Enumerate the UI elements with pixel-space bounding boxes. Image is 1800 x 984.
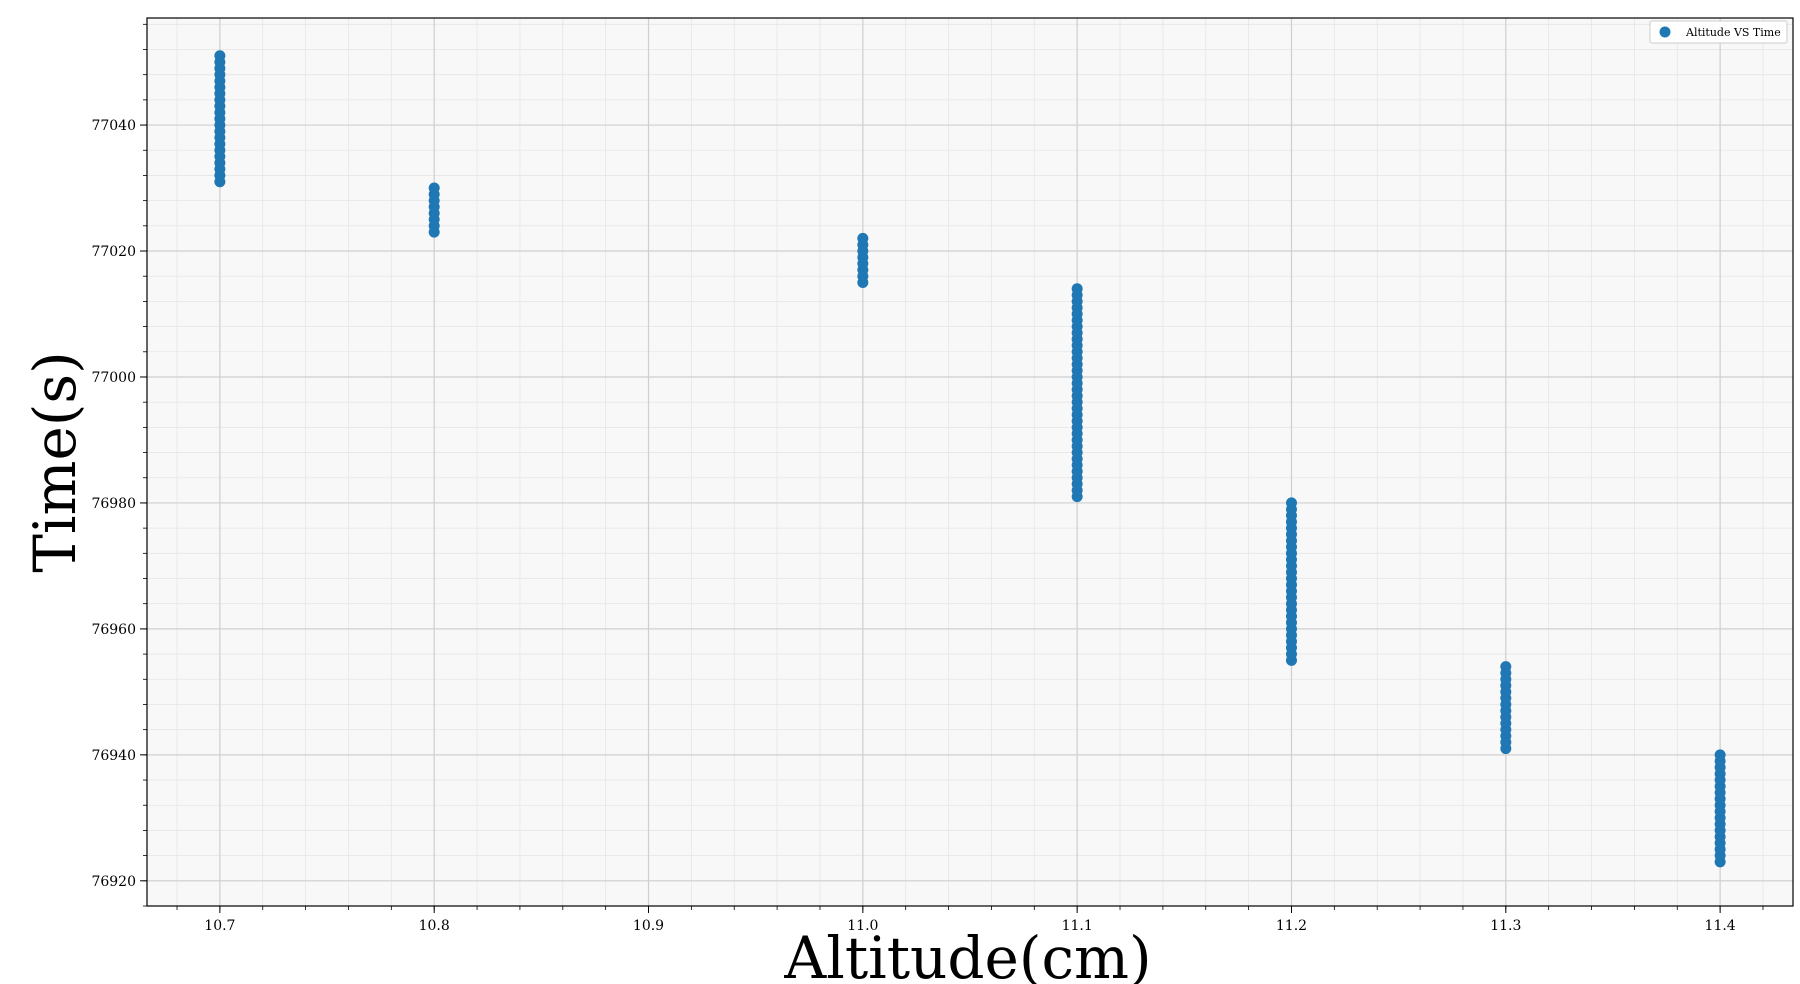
legend: Altitude VS Time — [1649, 20, 1788, 44]
x-tick-label: 10.7 — [204, 918, 235, 934]
x-tick-label: 11.0 — [847, 918, 878, 934]
x-tick-label: 11.4 — [1705, 918, 1736, 934]
data-point — [1071, 283, 1083, 295]
data-point — [1714, 749, 1726, 761]
y-tick-label: 76940 — [91, 748, 136, 764]
x-tick-label: 11.2 — [1276, 918, 1307, 934]
x-tick-labels: 10.7 10.8 10.9 11.0 11.1 11.2 11.3 11.4 — [204, 918, 1736, 934]
data-points — [214, 50, 1726, 868]
y-tick-label: 76960 — [91, 622, 136, 638]
x-tick-label: 11.3 — [1490, 918, 1521, 934]
y-axis-title: Time(s) — [21, 351, 89, 573]
x-tick-label: 10.8 — [419, 918, 450, 934]
y-tick-label: 76980 — [91, 496, 136, 512]
y-tick-label: 77000 — [91, 370, 136, 386]
plot-area — [147, 18, 1793, 906]
y-tick-label: 76920 — [91, 874, 136, 890]
y-tick-label: 77020 — [91, 244, 136, 260]
legend-marker — [1659, 26, 1671, 38]
x-tick-label: 11.1 — [1062, 918, 1093, 934]
y-tick-label: 77040 — [91, 118, 136, 134]
y-tick-labels: 76920 76940 76960 76980 77000 77020 77040 — [91, 118, 136, 890]
major-grid — [147, 18, 1793, 906]
data-point — [428, 182, 440, 194]
axis-ticks — [140, 23, 1764, 913]
x-tick-label: 10.9 — [633, 918, 664, 934]
legend-label: Altitude VS Time — [1685, 26, 1781, 39]
data-point — [857, 232, 869, 244]
data-point — [214, 50, 226, 62]
plot-frame — [146, 17, 1794, 907]
data-point — [1285, 497, 1297, 509]
x-axis-title: Altitude(cm) — [783, 924, 1151, 984]
legend-box — [1649, 20, 1788, 44]
minor-grid — [147, 18, 1793, 907]
data-point — [1500, 661, 1512, 673]
